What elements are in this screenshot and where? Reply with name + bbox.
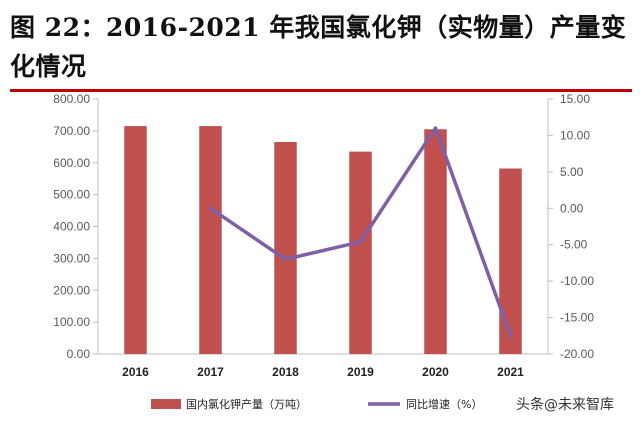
bar-2019 <box>349 151 372 354</box>
legend-line-label: 同比增速（%） <box>406 397 482 411</box>
bar-2018 <box>274 142 297 354</box>
right-axis-tick-label: 5.00 <box>560 165 584 179</box>
left-axis-tick-label: 600.00 <box>53 156 90 170</box>
growth-point-2019 <box>358 240 363 244</box>
left-axis-tick-label: 400.00 <box>53 220 90 234</box>
right-axis-tick-label: -15.00 <box>560 311 594 325</box>
legend: 国内氯化钾产量（万吨） 同比增速（%） <box>151 397 482 411</box>
right-axis-tick-label: 10.00 <box>560 128 590 142</box>
x-tick-label-2017: 2017 <box>197 365 224 379</box>
bar-series <box>124 126 522 354</box>
left-axis-tick-label: 700.00 <box>53 124 90 138</box>
left-axis-tick-label: 800.00 <box>53 92 90 106</box>
x-tick-label-2020: 2020 <box>422 365 449 379</box>
x-tick-label-2018: 2018 <box>272 365 299 379</box>
bar-2021 <box>499 168 522 354</box>
watermark: 头条@未来智库 <box>512 393 618 415</box>
growth-point-2020 <box>433 126 438 130</box>
left-axis-tick-label: 200.00 <box>53 283 90 297</box>
left-axis-tick-label: 500.00 <box>53 188 90 202</box>
left-y-axis: 0.00 100.00 200.00 300.00 400.00 500.00 600.00… <box>53 92 99 361</box>
legend-bar-swatch <box>151 399 181 409</box>
right-y-axis: 15.00 10.00 5.00 0.00 -5.00 -10.00 -15.00 -20.0… <box>547 92 594 361</box>
growth-point-2021 <box>508 333 513 338</box>
left-axis-tick-label: 0.00 <box>67 347 91 361</box>
line-series <box>208 126 513 338</box>
bar-2017 <box>199 126 222 354</box>
left-axis-tick-label: 300.00 <box>53 251 90 265</box>
chart-title: 图 22：2016-2021 年我国氯化钾（实物量）产量变化情况 <box>10 13 627 81</box>
x-tick-label-2019: 2019 <box>347 365 374 379</box>
legend-bar-label: 国内氯化钾产量（万吨） <box>186 397 307 411</box>
right-axis-tick-label: 0.00 <box>560 201 584 215</box>
right-axis-tick-label: 15.00 <box>560 92 590 106</box>
right-axis-tick-label: -20.00 <box>560 347 594 361</box>
x-tick-label-2021: 2021 <box>497 365 524 379</box>
right-axis-tick-label: -10.00 <box>560 274 594 288</box>
title-divider <box>10 89 632 92</box>
bar-2020 <box>424 129 447 354</box>
x-tick-label-2016: 2016 <box>122 365 149 379</box>
right-axis-tick-label: -5.00 <box>560 238 588 252</box>
growth-point-2017 <box>208 206 213 211</box>
left-axis-tick-label: 100.00 <box>53 315 90 329</box>
growth-point-2018 <box>283 257 288 262</box>
x-axis-labels: 2016 2017 2018 2019 2020 2021 <box>122 365 524 379</box>
bar-2016 <box>124 126 147 354</box>
